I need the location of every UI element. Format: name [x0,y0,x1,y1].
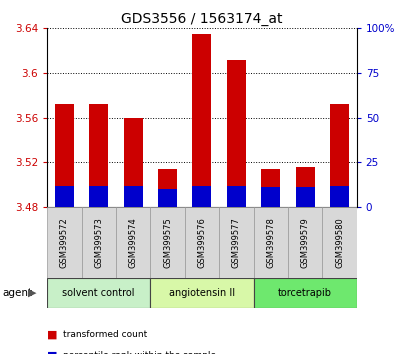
Bar [150,278,253,308]
Text: GSM399572: GSM399572 [60,217,69,268]
Bar [124,118,142,185]
Bar [184,207,218,278]
Bar [253,278,356,308]
Bar [329,185,348,207]
Bar [158,189,177,207]
Bar [261,169,279,187]
Bar [55,104,74,185]
Bar [218,207,253,278]
Bar [329,104,348,185]
Title: GDS3556 / 1563174_at: GDS3556 / 1563174_at [121,12,282,26]
Text: GSM399579: GSM399579 [300,217,309,268]
Bar [158,169,177,189]
Text: GSM399573: GSM399573 [94,217,103,268]
Text: GSM399575: GSM399575 [163,217,172,268]
Bar [81,207,116,278]
Text: torcetrapib: torcetrapib [277,288,331,298]
Text: transformed count: transformed count [63,330,146,339]
Bar [116,207,150,278]
Bar [321,207,356,278]
Text: percentile rank within the sample: percentile rank within the sample [63,351,215,354]
Bar [295,187,314,207]
Text: ▶: ▶ [28,288,36,298]
Bar [47,207,81,278]
Bar [295,167,314,187]
Bar [89,104,108,185]
Bar [47,278,150,308]
Bar [253,207,287,278]
Text: GSM399577: GSM399577 [231,217,240,268]
Text: GSM399578: GSM399578 [265,217,274,268]
Bar [192,34,211,185]
Bar [261,187,279,207]
Bar [226,59,245,185]
Text: GSM399580: GSM399580 [334,217,343,268]
Text: agent: agent [2,288,32,298]
Text: solvent control: solvent control [62,288,135,298]
Bar [287,207,321,278]
Text: GSM399576: GSM399576 [197,217,206,268]
Bar [226,185,245,207]
Bar [192,185,211,207]
Text: angiotensin II: angiotensin II [169,288,234,298]
Bar [89,185,108,207]
Text: GSM399574: GSM399574 [128,217,137,268]
Bar [150,207,184,278]
Bar [124,185,142,207]
Text: ■: ■ [47,351,58,354]
Text: ■: ■ [47,330,58,339]
Bar [55,185,74,207]
